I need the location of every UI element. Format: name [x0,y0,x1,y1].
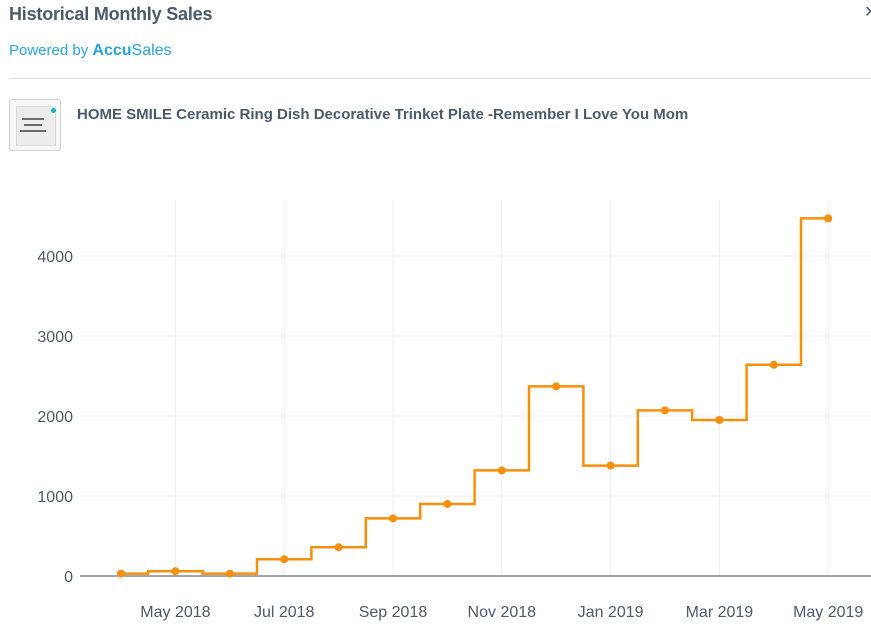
y-tick-label: 3000 [37,329,73,346]
data-point[interactable] [606,461,615,470]
data-point[interactable] [171,567,180,576]
x-tick-label: Jan 2019 [578,604,644,621]
y-tick-label: 4000 [37,249,73,266]
x-tick-label: Mar 2019 [686,604,754,621]
brand-sales: Sales [131,42,172,59]
x-tick-label: May 2019 [793,604,863,621]
thumb-text-line [24,124,42,126]
y-tick-label: 2000 [37,409,73,426]
powered-by-label: Powered by [9,42,93,59]
brand-logo[interactable]: AccuSales [92,42,171,59]
chart-title: Historical Monthly Sales [9,4,213,24]
thumb-text-line [20,130,46,132]
series-points [117,214,833,578]
data-point[interactable] [334,543,343,552]
thumb-text-line [22,118,44,120]
y-tick-label: 0 [64,569,73,586]
product-name: HOME SMILE Ceramic Ring Dish Decorative … [77,106,689,123]
x-tick-label: May 2018 [140,604,210,621]
x-tick-label: Jul 2018 [254,604,315,621]
close-icon[interactable]: ✕ [864,4,871,21]
data-point[interactable] [661,406,669,415]
product-image [16,106,56,146]
data-point[interactable] [715,416,724,424]
x-axis-ticks: May 2018 Jul 2018 Sep 2018 Nov 2018 Jan 2019… [140,604,863,621]
data-point[interactable] [769,360,778,369]
sales-step-line [121,217,829,575]
data-point[interactable] [280,555,289,564]
series-line [121,217,829,575]
product-thumbnail[interactable] [9,99,61,151]
data-point[interactable] [225,569,234,578]
data-point[interactable] [824,214,833,223]
x-tick-label: Sep 2018 [359,604,428,621]
data-point[interactable] [443,500,452,508]
brand-accu: Accu [92,42,132,59]
data-point[interactable] [497,466,506,475]
y-tick-label: 1000 [37,489,73,506]
grid-lines [80,200,871,577]
x-tick-label: Nov 2018 [468,604,537,621]
y-axis-ticks: 0 1000 2000 3000 4000 [37,249,73,586]
header-divider [9,78,871,79]
thumb-accent-dot [51,108,56,113]
powered-by[interactable]: Powered by AccuSales [9,42,172,60]
data-point[interactable] [117,569,125,578]
data-point[interactable] [552,382,561,391]
data-point[interactable] [389,514,397,523]
sales-chart: May 2018 Jul 2018 Sep 2018 Nov 2018 Jan 2019… [37,200,871,621]
